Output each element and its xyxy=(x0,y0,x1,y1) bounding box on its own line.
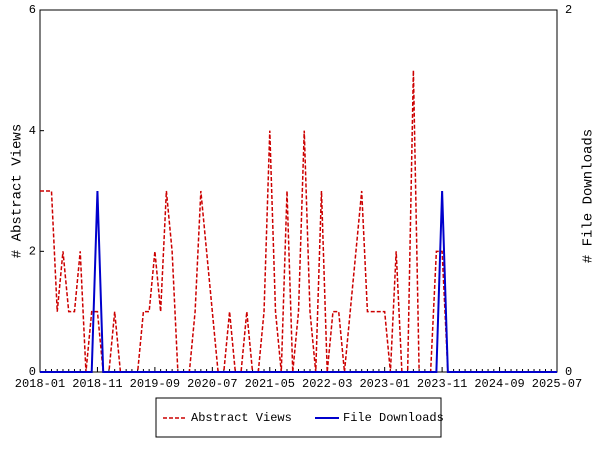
series-line xyxy=(40,70,557,373)
x-tick-label: 2023-11 xyxy=(417,377,467,391)
y-tick-label: 4 xyxy=(29,124,36,138)
legend-box xyxy=(155,397,442,438)
y2-tick-label: 2 xyxy=(565,3,572,17)
y2-tick-label: 0 xyxy=(565,365,572,379)
x-tick-label: 2019-09 xyxy=(130,377,180,391)
x-tick-label: 2020-07 xyxy=(187,377,237,391)
x-tick-label: 2022-03 xyxy=(302,377,352,391)
y-axis-label: # Abstract Views xyxy=(10,124,26,258)
series-line xyxy=(40,190,557,373)
x-tick-label: 2025-07 xyxy=(532,377,582,391)
x-tick-label: 2021-05 xyxy=(245,377,295,391)
y-tick-label: 6 xyxy=(29,3,36,17)
x-tick-label: 2018-11 xyxy=(72,377,122,391)
x-tick-label: 2024-09 xyxy=(474,377,524,391)
y-tick-label: 0 xyxy=(29,365,36,379)
x-tick-label: 2018-01 xyxy=(15,377,65,391)
legend-label: Abstract Views xyxy=(191,411,292,425)
x-tick-label: 2023-01 xyxy=(359,377,409,391)
y-tick-label: 2 xyxy=(29,245,36,259)
y2-axis-label: # File Downloads xyxy=(581,129,597,263)
legend-label: File Downloads xyxy=(343,411,444,425)
